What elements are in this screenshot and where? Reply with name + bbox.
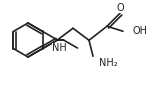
Text: NH: NH bbox=[52, 43, 66, 53]
Text: NH₂: NH₂ bbox=[99, 58, 118, 68]
Text: OH: OH bbox=[132, 26, 147, 36]
Text: O: O bbox=[116, 3, 124, 13]
